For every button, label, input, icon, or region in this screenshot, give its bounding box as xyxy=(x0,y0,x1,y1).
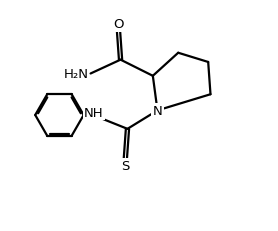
Text: NH: NH xyxy=(84,106,104,119)
Text: O: O xyxy=(113,18,123,31)
Text: H₂N: H₂N xyxy=(63,68,88,81)
Text: N: N xyxy=(153,104,162,117)
Text: S: S xyxy=(121,160,129,173)
